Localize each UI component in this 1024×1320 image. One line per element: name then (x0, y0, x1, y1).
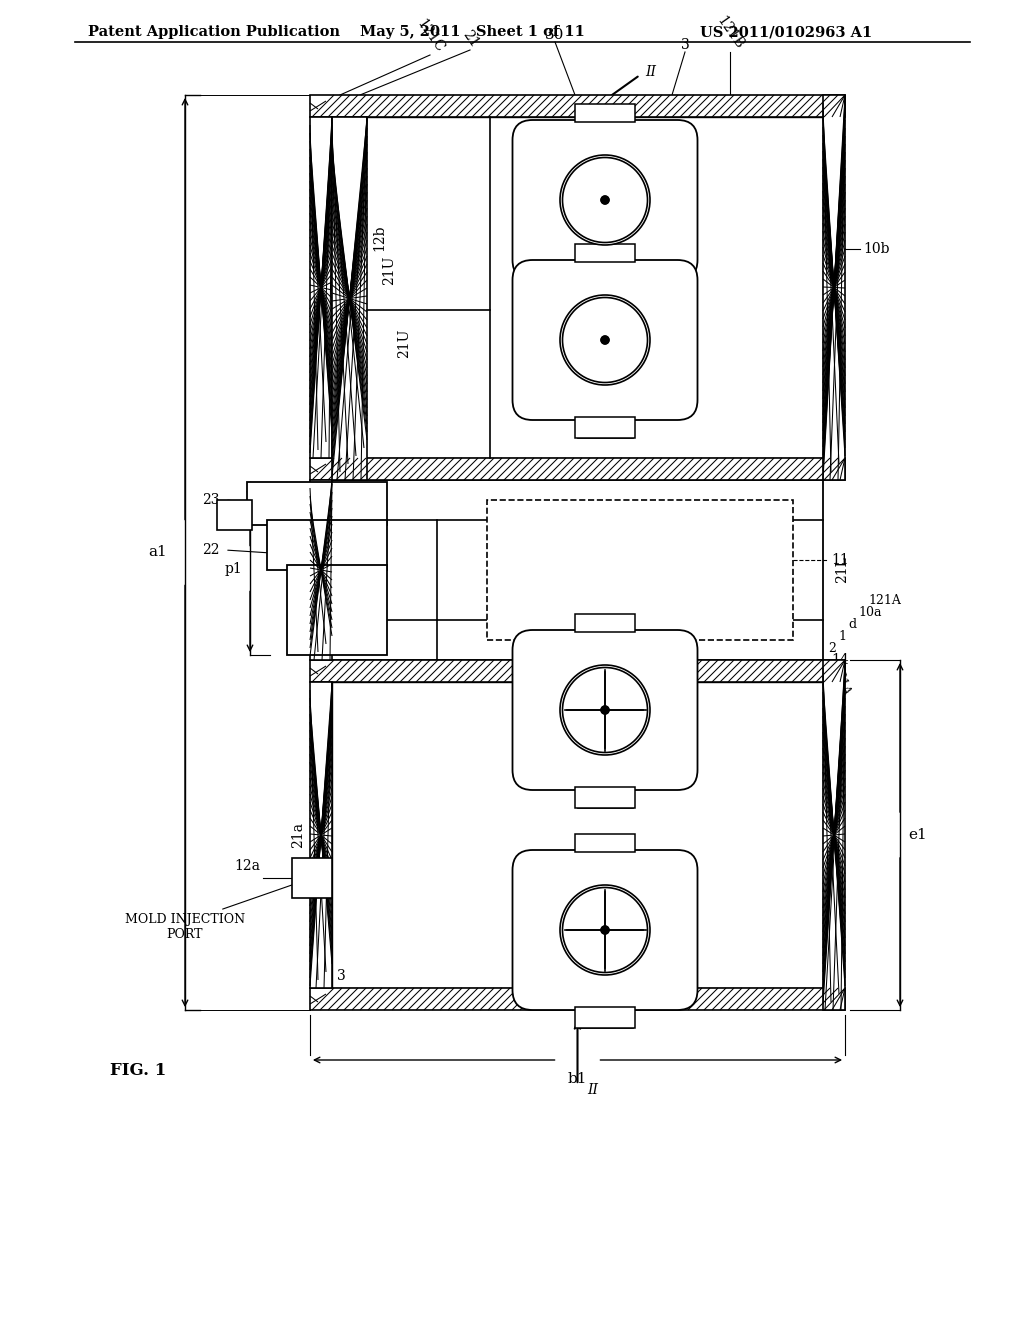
Text: 121B: 121B (714, 15, 746, 51)
Text: 3: 3 (337, 969, 346, 983)
Bar (332, 117, 823, 458)
Bar (578, 104, 633, 124)
Text: 10b: 10b (863, 242, 890, 256)
Text: FIG. 1: FIG. 1 (110, 1063, 166, 1078)
Circle shape (601, 706, 609, 714)
Text: 30: 30 (546, 28, 564, 42)
Circle shape (560, 154, 650, 246)
Bar (575, 244, 635, 261)
Bar (310, 458, 845, 480)
FancyBboxPatch shape (512, 260, 697, 420)
Text: 2: 2 (828, 333, 837, 347)
Bar (292, 858, 332, 898)
Bar (267, 520, 387, 570)
Text: 23: 23 (203, 492, 220, 507)
Text: 121A: 121A (868, 594, 901, 607)
Circle shape (562, 157, 647, 243)
Bar (578, 834, 633, 854)
Text: 121C: 121C (414, 17, 446, 55)
Circle shape (601, 195, 609, 205)
Circle shape (562, 668, 647, 752)
Text: 2: 2 (828, 172, 837, 185)
Text: 21U: 21U (397, 329, 411, 358)
Circle shape (562, 297, 647, 383)
FancyBboxPatch shape (512, 850, 697, 1010)
Circle shape (560, 884, 650, 975)
Bar (578, 785, 633, 808)
Circle shape (562, 887, 647, 973)
Text: 12b: 12b (372, 224, 386, 251)
Text: 1: 1 (838, 630, 846, 643)
Text: 10a: 10a (858, 606, 882, 619)
Text: 21A: 21A (831, 671, 852, 698)
Text: e1: e1 (908, 828, 927, 842)
Bar (487, 500, 793, 640)
Text: 2: 2 (828, 704, 837, 717)
Text: II: II (588, 1082, 598, 1097)
Bar (575, 104, 635, 121)
Bar (310, 682, 332, 987)
Circle shape (601, 927, 609, 935)
Circle shape (560, 665, 650, 755)
Text: 21a: 21a (291, 822, 305, 847)
Text: d: d (848, 618, 856, 631)
Text: b1: b1 (567, 1072, 587, 1086)
Circle shape (601, 195, 609, 205)
Bar (575, 417, 635, 438)
Bar (310, 480, 332, 660)
Text: May 5, 2011   Sheet 1 of 11: May 5, 2011 Sheet 1 of 11 (360, 25, 585, 40)
Circle shape (601, 706, 609, 714)
Bar (287, 565, 387, 655)
Bar (310, 660, 845, 682)
Text: 2: 2 (828, 923, 837, 937)
FancyBboxPatch shape (515, 632, 695, 788)
Bar (575, 787, 635, 808)
Bar (575, 614, 635, 632)
Bar (575, 834, 635, 851)
Bar (332, 117, 367, 480)
Bar (578, 1006, 633, 1027)
FancyBboxPatch shape (512, 630, 697, 789)
Text: II: II (645, 65, 656, 79)
Text: US 2011/0102963 A1: US 2011/0102963 A1 (700, 25, 872, 40)
FancyBboxPatch shape (512, 120, 697, 280)
Bar (310, 117, 332, 458)
Text: a1: a1 (148, 545, 167, 560)
Bar (217, 500, 252, 531)
Text: 2: 2 (828, 642, 836, 655)
Bar (578, 276, 633, 297)
Text: MOLD INJECTION
PORT: MOLD INJECTION PORT (125, 913, 245, 941)
Circle shape (601, 927, 609, 935)
Text: 22: 22 (203, 543, 220, 557)
Text: Patent Application Publication: Patent Application Publication (88, 25, 340, 40)
FancyBboxPatch shape (515, 853, 695, 1007)
Text: 12a: 12a (234, 859, 260, 873)
Bar (575, 1007, 635, 1028)
Bar (247, 482, 387, 525)
Text: 21U: 21U (382, 255, 396, 285)
Text: 11: 11 (831, 553, 849, 568)
FancyBboxPatch shape (515, 263, 695, 417)
Text: 21L: 21L (835, 557, 849, 583)
Text: 3: 3 (681, 38, 689, 51)
Bar (823, 95, 845, 480)
Text: 1: 1 (831, 263, 840, 277)
Bar (578, 615, 633, 635)
Text: 21b: 21b (313, 224, 327, 251)
Bar (578, 416, 633, 437)
Circle shape (601, 337, 609, 345)
Bar (310, 95, 845, 117)
Bar (578, 244, 633, 264)
Bar (575, 277, 635, 298)
Circle shape (601, 337, 609, 345)
Bar (310, 987, 845, 1010)
Text: 21: 21 (459, 28, 481, 50)
FancyBboxPatch shape (515, 123, 695, 277)
Text: 14: 14 (831, 653, 849, 667)
Bar (332, 682, 823, 987)
Circle shape (560, 294, 650, 385)
Bar (823, 660, 845, 1010)
Text: p1: p1 (224, 561, 242, 576)
